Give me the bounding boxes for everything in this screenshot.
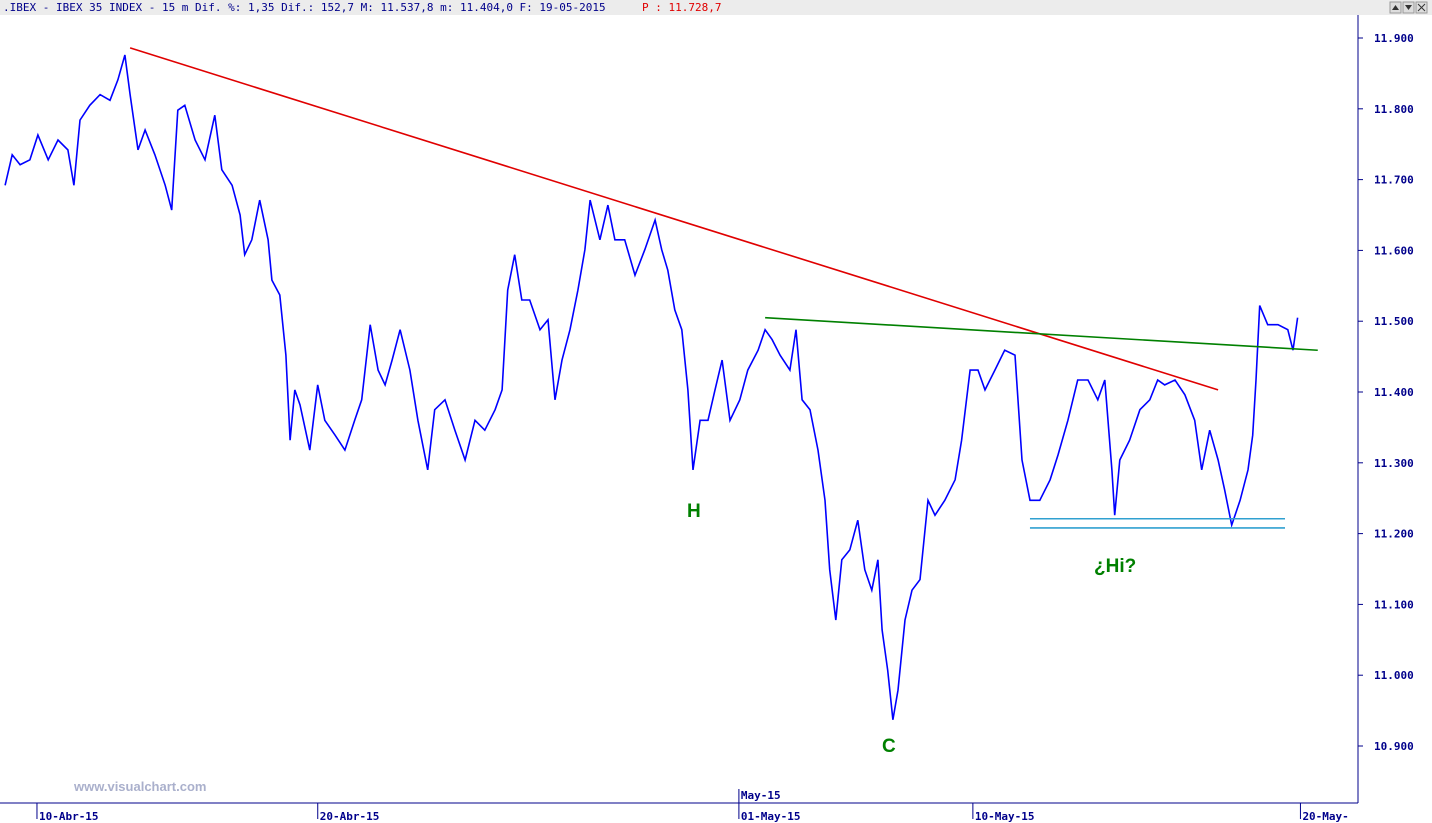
y-tick-label: 11.600 [1374,244,1414,257]
header-text: .IBEX - IBEX 35 INDEX - 15 m Dif. %: 1,3… [3,1,606,14]
y-tick-label: 11.900 [1374,32,1414,45]
y-tick-label: 10.900 [1374,740,1414,753]
x-tick-label: 20-May- [1302,810,1348,823]
annotation: H [687,501,701,522]
window-buttons[interactable] [1389,1,1428,14]
y-tick-label: 11.800 [1374,103,1414,116]
watermark: www.visualchart.com [73,779,206,794]
annotation: ¿Hi? [1094,556,1136,577]
y-tick-label: 11.200 [1374,528,1414,541]
annotation: C [882,736,896,757]
y-tick-label: 11.000 [1374,669,1414,682]
x-tick-label: 10-Abr-15 [39,810,99,823]
x-tick-label: 10-May-15 [975,810,1035,823]
price-line [4,54,1299,720]
x-tick-label: 20-Abr-15 [320,810,380,823]
y-tick-label: 11.400 [1374,386,1414,399]
y-tick-label: 11.500 [1374,315,1414,328]
trend-line [765,316,1318,352]
y-tick-label: 11.700 [1374,174,1414,187]
header-price: P : 11.728,7 [642,1,721,14]
y-tick-label: 11.100 [1374,598,1414,611]
header-bar [0,0,1432,15]
x-tick-label: 01-May-15 [741,810,801,823]
y-tick-label: 11.300 [1374,457,1414,470]
month-tick-label: May-15 [741,789,781,802]
trend-line [129,47,1219,391]
